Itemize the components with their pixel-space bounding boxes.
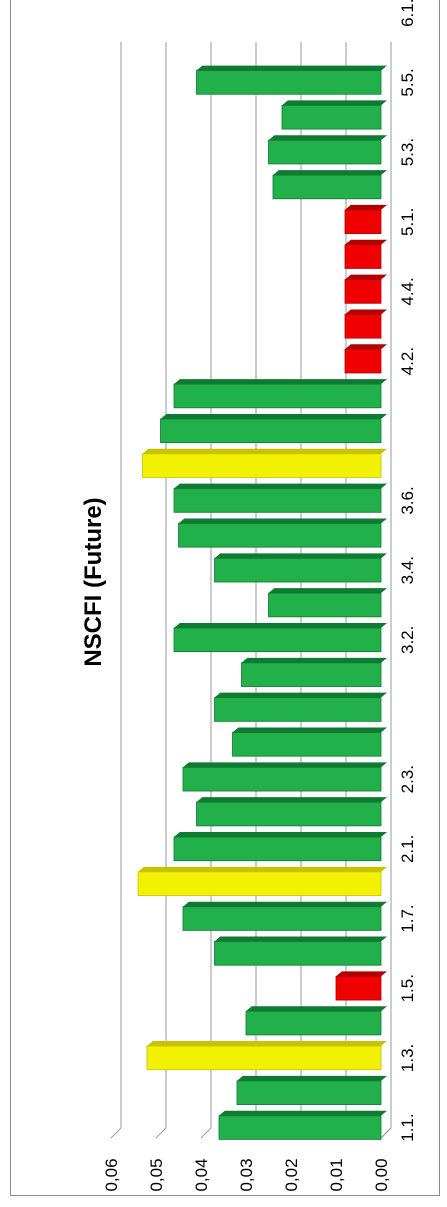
bar <box>245 1006 387 1036</box>
bar <box>173 483 387 513</box>
category-tick-label: 3.4. <box>398 556 417 584</box>
bar <box>344 239 387 269</box>
category-tick-label: 1.5. <box>398 974 417 1002</box>
category-tick-label: 3.2. <box>398 626 417 654</box>
category-axis-labels: 1.1. 1.3. 1.5. 1.7. 2.1. 2.3. 3.2. 3.4. 3.6. 4.2.… <box>398 0 417 1142</box>
bar <box>146 1041 387 1071</box>
bar <box>182 901 387 931</box>
grid-tick <box>110 1127 122 1139</box>
category-tick-label: 4.4. <box>398 277 417 305</box>
bar <box>196 65 387 95</box>
bar <box>218 1110 387 1140</box>
bar <box>173 379 387 409</box>
grid-tick <box>200 1127 212 1139</box>
category-tick-label: 5.1. <box>398 208 417 236</box>
bar <box>160 413 387 444</box>
category-tick-label: 1.1. <box>398 1113 417 1141</box>
category-tick-label: 5.5. <box>398 68 417 96</box>
category-tick-label: 5.3. <box>398 138 417 166</box>
bar <box>272 170 387 200</box>
bar <box>173 622 387 653</box>
category-tick-label: 2.1. <box>398 835 417 863</box>
chart-title: NSCFI (Future) <box>80 497 107 666</box>
category-tick-label: 1.7. <box>398 904 417 932</box>
category-tick-label: 4.2. <box>398 347 417 375</box>
bar <box>214 936 387 966</box>
bar <box>268 135 387 165</box>
bar <box>137 866 387 896</box>
category-tick-label: 1.3. <box>398 1044 417 1072</box>
bar <box>344 274 387 304</box>
chart-frame: 0,00 0,01 0,02 0,03 0,04 0,05 0,06 1.1. 1.3. 1.5… <box>10 0 440 1196</box>
bar <box>232 727 387 757</box>
value-tick-label: 0,02 <box>282 1158 301 1191</box>
value-tick-label: 0,05 <box>147 1158 166 1191</box>
bar <box>344 344 387 374</box>
bar <box>281 100 387 130</box>
bar <box>335 971 387 1001</box>
bar <box>142 448 387 478</box>
bar <box>344 309 387 339</box>
value-tick-label: 0,01 <box>327 1158 346 1191</box>
bar <box>214 553 387 583</box>
bar <box>214 692 387 722</box>
bars <box>137 65 387 1140</box>
bar-chart: 0,00 0,01 0,02 0,03 0,04 0,05 0,06 1.1. 1.3. 1.5… <box>80 0 417 1192</box>
bar <box>173 832 387 862</box>
grid-tick <box>155 1127 167 1139</box>
bar <box>182 762 387 792</box>
bar <box>241 657 387 687</box>
value-axis-labels: 0,00 0,01 0,02 0,03 0,04 0,05 0,06 <box>102 1158 391 1191</box>
bar <box>268 588 387 618</box>
bar <box>344 204 387 235</box>
bar <box>196 797 387 827</box>
category-tick-label: 6.1. <box>398 0 417 27</box>
bar <box>236 1075 387 1105</box>
category-tick-label: 3.6. <box>398 486 417 514</box>
value-tick-label: 0,04 <box>192 1158 211 1191</box>
value-tick-label: 0,00 <box>372 1158 391 1191</box>
value-tick-label: 0,03 <box>237 1158 256 1191</box>
value-tick-label: 0,06 <box>102 1158 121 1191</box>
bar <box>178 518 387 548</box>
category-tick-label: 2.3. <box>398 765 417 793</box>
